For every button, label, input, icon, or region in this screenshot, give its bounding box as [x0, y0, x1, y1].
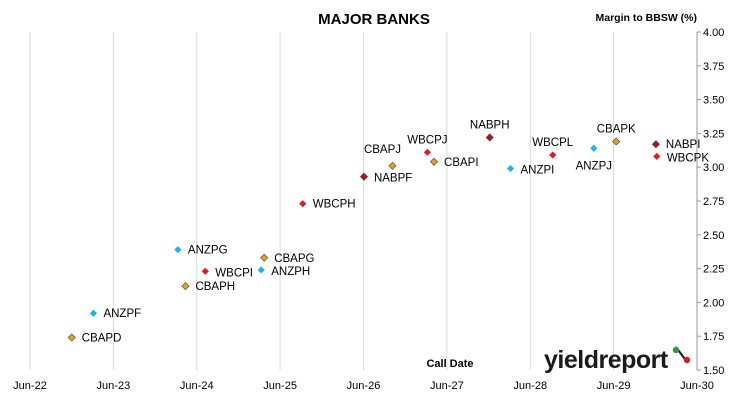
data-point-wbcpi — [201, 267, 209, 275]
x-tick-label: Jun-28 — [513, 380, 547, 392]
data-point-anzpg — [174, 246, 182, 254]
data-point-wbcph — [299, 200, 307, 208]
chart-title: MAJOR BANKS — [318, 11, 430, 28]
data-label: ANZPH — [271, 266, 310, 278]
data-label: CBAPJ — [364, 144, 401, 156]
data-point-cbapk — [612, 137, 621, 146]
y-axis-label: Margin to BBSW (%) — [596, 12, 698, 24]
grid-lines — [29, 32, 615, 370]
data-label: NABPI — [666, 139, 701, 151]
x-tick-label: Jun-30 — [680, 380, 714, 392]
data-label: CBAPG — [274, 253, 314, 265]
x-tick-label: Jun-26 — [347, 380, 381, 392]
y-tick-label: 2.25 — [703, 264, 724, 276]
data-point-cbapi — [430, 157, 439, 166]
data-point-wbcpl — [549, 151, 557, 159]
x-axis-ticks: Jun-22 Jun-23 Jun-24 Jun-25 Jun-26 Jun-27 Jun-… — [13, 380, 714, 392]
y-tick-label: 3.25 — [703, 128, 724, 140]
x-tick-label: Jun-25 — [263, 380, 297, 392]
data-label: CBAPI — [444, 157, 479, 169]
y-tick-label: 3.75 — [703, 61, 724, 73]
y-tick-label: 1.50 — [703, 365, 724, 377]
data-point-nabph — [485, 133, 494, 142]
data-label: ANZPF — [103, 308, 141, 320]
data-label: ANZPJ — [576, 160, 612, 172]
x-tick-label: Jun-22 — [13, 380, 47, 392]
data-label: CBAPK — [597, 124, 636, 136]
data-point-cbaph — [181, 282, 190, 291]
y-tick-label: 2.00 — [703, 297, 724, 309]
data-point-anzpf — [89, 309, 98, 317]
x-tick-label: Jun-27 — [430, 380, 464, 392]
y-axis — [696, 31, 701, 371]
data-point-wbcpj — [423, 148, 432, 156]
data-label: NABPF — [374, 173, 412, 185]
y-tick-label: 3.50 — [703, 95, 724, 107]
data-point-cbapg — [260, 253, 269, 262]
y-axis-ticks: 1.50 1.75 2.00 2.25 2.50 2.75 3.00 3.25 3.50 3.75… — [703, 27, 724, 377]
logo-text: yieldreport — [544, 346, 669, 374]
data-point-wbcpk — [653, 152, 661, 160]
data-label: ANZPI — [521, 165, 555, 177]
data-points — [67, 133, 661, 342]
data-point-nabpi — [651, 140, 660, 149]
data-label: WBCPJ — [407, 134, 447, 146]
data-point-anzpj — [590, 144, 598, 152]
data-label: NABPH — [470, 119, 510, 131]
data-point-anzpi — [506, 164, 515, 173]
x-axis-label: Call Date — [426, 358, 473, 370]
data-label: WBCPL — [532, 137, 574, 149]
y-tick-label: 3.00 — [703, 162, 724, 174]
data-point-cbapj — [388, 161, 397, 170]
x-tick-label: Jun-23 — [97, 380, 131, 392]
x-tick-label: Jun-24 — [180, 380, 214, 392]
y-tick-label: 4.00 — [703, 27, 724, 39]
y-tick-label: 2.50 — [703, 230, 724, 242]
data-label: WBCPI — [215, 267, 253, 279]
data-label: CBAPH — [195, 281, 235, 293]
data-label: ANZPG — [188, 245, 228, 257]
data-label: CBAPD — [82, 333, 122, 345]
data-point-cbapd — [67, 333, 76, 342]
data-point-nabpf — [359, 172, 368, 181]
yieldreport-logo: yieldreport — [544, 346, 691, 374]
y-tick-label: 2.75 — [703, 196, 724, 208]
data-label: WBCPK — [667, 152, 710, 164]
x-tick-label: Jun-29 — [597, 380, 631, 392]
data-point-anzph — [257, 266, 265, 274]
data-label: WBCPH — [313, 199, 356, 211]
percent-logo-icon — [672, 346, 691, 364]
y-tick-label: 1.75 — [703, 331, 724, 343]
